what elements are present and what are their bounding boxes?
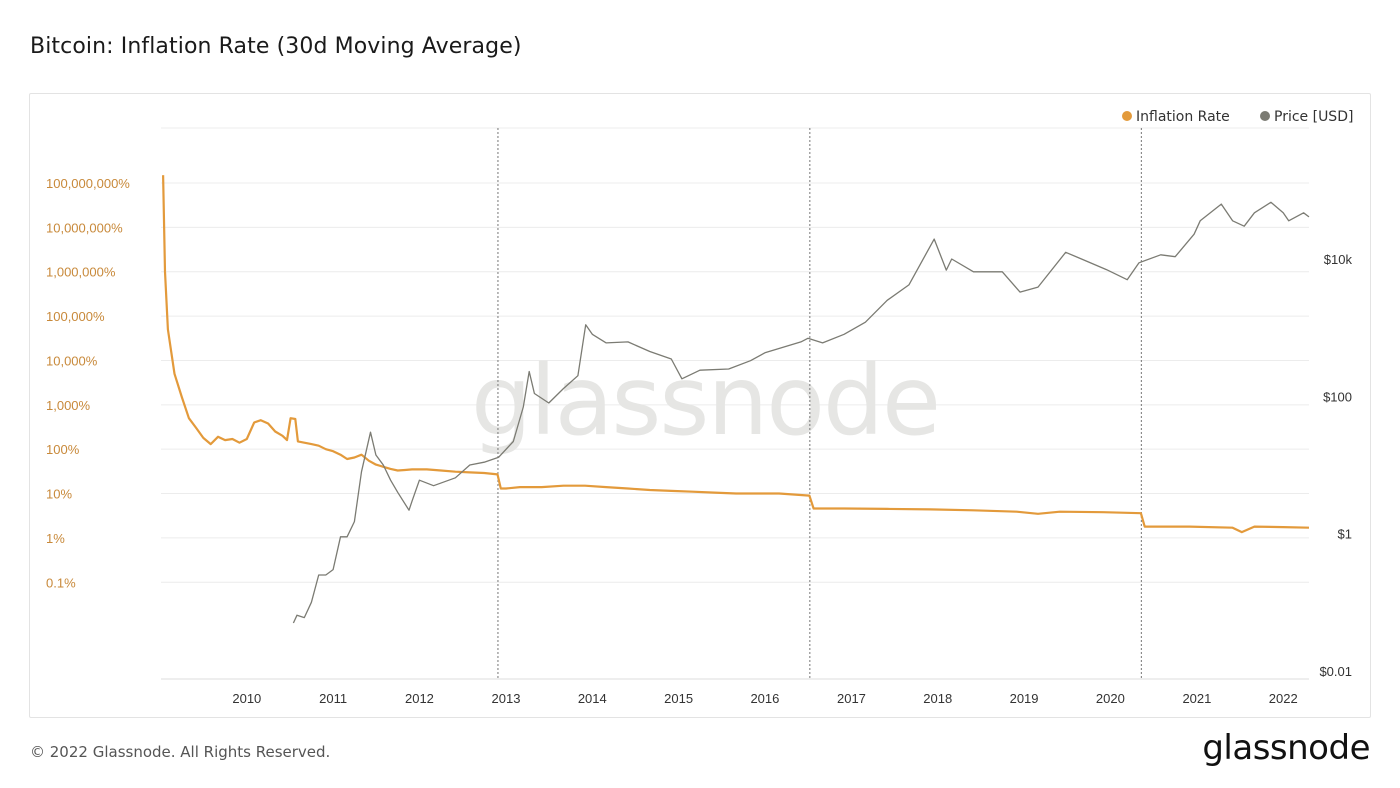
y-left-tick-label: 100,000%: [46, 309, 105, 324]
copyright-footer: © 2022 Glassnode. All Rights Reserved.: [30, 743, 331, 761]
inflation-rate-line: [162, 175, 1310, 534]
x-tick-label: 2015: [664, 691, 693, 706]
x-tick-label: 2021: [1182, 691, 1211, 706]
y-right-tick-label: $0.01: [1319, 664, 1352, 679]
legend-label[interactable]: Price [USD]: [1274, 109, 1353, 125]
x-tick-label: 2010: [232, 691, 261, 706]
x-tick-label: 2011: [319, 691, 347, 706]
x-tick-label: 2017: [837, 691, 866, 706]
price-line: [292, 201, 1310, 624]
y-left-tick-label: 1%: [46, 531, 65, 546]
brand-logo[interactable]: glassnode: [1202, 728, 1370, 768]
chart-card: glassnode 2010 2011 2012 2013 2014 2015 2016 201…: [29, 93, 1371, 718]
y-left-tick-label: 1,000,000%: [46, 265, 116, 280]
y-left-tick-label: 10,000,000%: [46, 220, 123, 235]
x-tick-label: 2013: [492, 691, 521, 706]
page-title: Bitcoin: Inflation Rate (30d Moving Aver…: [30, 34, 522, 59]
y-left-tick-label: 0.1%: [46, 575, 76, 590]
y-left-tick-label: 100,000,000%: [46, 176, 130, 191]
chart: glassnode 2010 2011 2012 2013 2014 2015 2016 201…: [46, 109, 1353, 706]
y-right-tick-label: $10k: [1324, 252, 1353, 267]
legend-label[interactable]: Inflation Rate: [1136, 109, 1230, 125]
legend-marker[interactable]: [1260, 111, 1270, 121]
y-left-tick-label: 100%: [46, 442, 80, 457]
y-left-tick-label: 10,000%: [46, 353, 98, 368]
x-tick-label: 2012: [405, 691, 434, 706]
x-tick-label: 2022: [1269, 691, 1298, 706]
y-right-tick-label: $100: [1323, 389, 1352, 404]
y-left-tick-label: 1,000%: [46, 398, 91, 413]
watermark: glassnode: [471, 345, 939, 457]
y-right-tick-label: $1: [1338, 527, 1352, 542]
y-left-tick-label: 10%: [46, 487, 72, 502]
x-tick-label: 2016: [750, 691, 779, 706]
x-tick-label: 2020: [1096, 691, 1125, 706]
x-tick-label: 2019: [1010, 691, 1039, 706]
x-tick-label: 2014: [578, 691, 607, 706]
x-tick-label: 2018: [923, 691, 952, 706]
legend-marker[interactable]: [1122, 111, 1132, 121]
